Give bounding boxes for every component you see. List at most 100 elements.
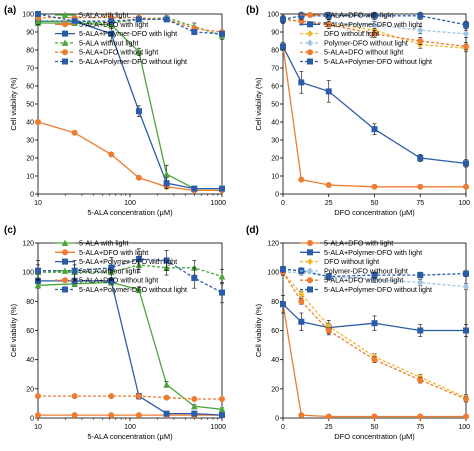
- data-point: [463, 160, 469, 167]
- legend-label: Polymer-DFO without light: [324, 266, 408, 275]
- data-point: [463, 327, 469, 334]
- data-point: [163, 257, 170, 264]
- data-point: [325, 413, 332, 420]
- legend-marker: [307, 30, 313, 38]
- data-point: [298, 79, 305, 86]
- y-tick-label: 40: [26, 120, 34, 127]
- series-line: [38, 280, 223, 416]
- data-point: [463, 183, 469, 190]
- legend-label: 5-ALA+Polymer-DFO with light: [79, 257, 177, 266]
- legend-marker: [307, 286, 313, 293]
- series-6: [35, 11, 225, 37]
- series-line: [37, 121, 222, 192]
- y-tick-label: 100: [22, 270, 34, 277]
- legend-label: 5-ALA+DFO without light: [324, 48, 403, 57]
- data-point: [417, 12, 424, 19]
- data-point: [463, 30, 469, 38]
- y-tick-label: 20: [271, 386, 279, 393]
- data-point: [417, 413, 424, 420]
- data-point: [135, 286, 143, 293]
- data-point: [135, 174, 142, 181]
- legend-label: 5-ALA without light: [79, 38, 139, 47]
- y-tick-label: 70: [26, 66, 34, 73]
- data-point: [191, 29, 198, 35]
- data-point: [298, 412, 305, 419]
- data-point: [371, 126, 378, 133]
- data-point: [417, 278, 424, 286]
- series-6: [280, 11, 469, 29]
- legend-label: 5-ALA+DFO with light: [324, 11, 393, 20]
- y-axis-label: Cell viability (%): [254, 77, 263, 131]
- data-point: [163, 170, 170, 178]
- panel-label: (d): [246, 225, 259, 236]
- series-5: [280, 268, 469, 403]
- y-tick-label: 120: [267, 241, 279, 248]
- x-tick-label: 50: [371, 424, 379, 431]
- y-tick-label: 60: [271, 84, 279, 91]
- data-point: [191, 396, 198, 403]
- x-tick-label: 1000: [210, 200, 226, 207]
- y-tick-label: 60: [271, 328, 279, 335]
- y-tick-label: 50: [271, 102, 279, 109]
- data-point: [463, 413, 469, 420]
- data-point: [325, 88, 332, 95]
- series-2: [280, 42, 469, 168]
- data-point: [417, 272, 424, 279]
- data-point: [35, 267, 41, 274]
- legend-marker: [62, 258, 68, 265]
- y-tick-label: 120: [22, 241, 34, 248]
- data-point: [280, 43, 286, 50]
- series-2: [35, 119, 225, 194]
- data-point: [191, 402, 198, 410]
- y-tick-label: 90: [26, 30, 34, 37]
- legend-marker: [62, 30, 68, 37]
- data-point: [108, 18, 115, 25]
- series-line: [282, 304, 466, 418]
- data-point: [325, 21, 332, 28]
- panel-3: (c) 0 20 40 60 80 100 120 10 100 1000 5-ALA concent…: [4, 225, 226, 441]
- panel-label: (a): [4, 5, 16, 16]
- legend-marker: [307, 277, 313, 284]
- x-tick-label: 100: [124, 200, 136, 207]
- series-line: [282, 303, 466, 332]
- y-tick-label: 20: [26, 156, 34, 163]
- legend-label: 5-ALA+Polymer-DFO without light: [324, 57, 432, 66]
- data-point: [463, 21, 469, 28]
- data-point: [191, 410, 198, 417]
- panel-2: (b) 0 10 20 30 40 50 60 70 80 90 100 0 25 50 75 100 DFO c…: [246, 5, 470, 217]
- y-tick-label: 30: [271, 138, 279, 145]
- data-point: [163, 410, 170, 417]
- data-point: [371, 356, 378, 363]
- data-point: [463, 43, 469, 50]
- y-tick-label: 0: [30, 192, 34, 199]
- data-point: [108, 264, 115, 271]
- data-point: [135, 256, 142, 263]
- data-point: [298, 12, 305, 19]
- legend-marker: [62, 49, 68, 56]
- data-point: [417, 26, 424, 34]
- series-5: [35, 393, 225, 403]
- data-point: [35, 412, 41, 419]
- y-tick-label: 50: [26, 102, 34, 109]
- legend-label: 5-ALA+Polymer-DFO with light: [324, 248, 422, 257]
- data-point: [135, 16, 142, 23]
- series-5: [280, 15, 469, 51]
- legend-marker: [307, 249, 313, 256]
- x-tick-label: 0: [281, 200, 285, 207]
- legend-label: 5-ALA+Polymer-DFO with light: [324, 20, 422, 29]
- data-point: [35, 119, 41, 125]
- x-tick-label: 0: [281, 424, 285, 431]
- x-axis-label: DFO concentration (μM): [334, 208, 415, 217]
- data-point: [280, 266, 286, 273]
- data-point: [298, 18, 305, 25]
- panel-label: (b): [246, 5, 259, 16]
- legend-label: 5-ALA+Polymer-DFO without light: [79, 285, 187, 294]
- legend-label: 5-ALA+DFO with light: [324, 239, 393, 248]
- y-tick-label: 0: [275, 192, 279, 199]
- x-axis-label: 5-ALA concentration (μM): [87, 432, 173, 441]
- y-tick-label: 40: [271, 120, 279, 127]
- data-point: [191, 275, 198, 281]
- data-point: [218, 405, 226, 413]
- legend-label: 5-ALA+Polymer-DFO without light: [79, 57, 187, 66]
